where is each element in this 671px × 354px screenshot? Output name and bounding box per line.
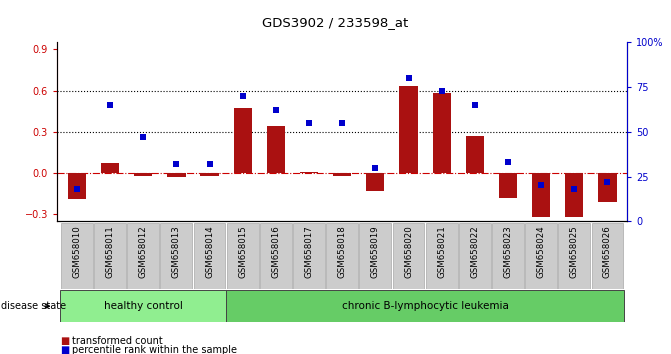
Text: percentile rank within the sample: percentile rank within the sample xyxy=(72,345,237,354)
Bar xyxy=(360,223,391,289)
Text: chronic B-lymphocytic leukemia: chronic B-lymphocytic leukemia xyxy=(342,301,509,311)
Bar xyxy=(459,223,491,289)
Text: GSM658023: GSM658023 xyxy=(503,225,513,278)
Bar xyxy=(267,126,285,173)
Text: GSM658025: GSM658025 xyxy=(570,225,579,278)
Bar xyxy=(433,93,451,173)
Bar xyxy=(61,223,93,289)
Bar xyxy=(300,172,318,173)
Text: GSM658010: GSM658010 xyxy=(72,225,81,278)
Bar xyxy=(201,173,219,176)
Text: GSM658014: GSM658014 xyxy=(205,225,214,278)
Point xyxy=(238,93,248,99)
Text: GSM658013: GSM658013 xyxy=(172,225,181,278)
Text: GSM658016: GSM658016 xyxy=(271,225,280,278)
Bar xyxy=(333,173,352,176)
Point xyxy=(270,108,281,113)
Text: GDS3902 / 233598_at: GDS3902 / 233598_at xyxy=(262,16,409,29)
Bar xyxy=(293,223,325,289)
Bar xyxy=(326,223,358,289)
Bar xyxy=(492,223,524,289)
Point xyxy=(138,135,148,140)
Text: GSM658011: GSM658011 xyxy=(105,225,115,278)
Point xyxy=(470,102,480,108)
Text: GSM658020: GSM658020 xyxy=(404,225,413,278)
Bar xyxy=(426,223,458,289)
Bar xyxy=(134,173,152,176)
Bar xyxy=(466,136,484,173)
Bar xyxy=(167,173,185,177)
Text: GSM658024: GSM658024 xyxy=(537,225,546,278)
Bar xyxy=(599,173,617,202)
Text: ■: ■ xyxy=(60,345,70,354)
Point xyxy=(536,183,547,188)
Bar xyxy=(60,290,226,322)
Bar xyxy=(592,223,623,289)
Bar xyxy=(160,223,193,289)
Bar xyxy=(260,223,292,289)
Text: GSM658017: GSM658017 xyxy=(305,225,313,278)
Point xyxy=(204,161,215,167)
Bar xyxy=(227,223,258,289)
Bar xyxy=(393,223,425,289)
Point xyxy=(304,120,315,126)
Bar xyxy=(234,108,252,173)
Text: GSM658012: GSM658012 xyxy=(139,225,148,278)
Bar xyxy=(226,290,624,322)
Text: ■: ■ xyxy=(60,336,70,346)
Text: transformed count: transformed count xyxy=(72,336,162,346)
Text: GSM658015: GSM658015 xyxy=(238,225,247,278)
Point xyxy=(72,186,83,192)
Bar xyxy=(399,86,417,173)
Bar xyxy=(68,173,86,199)
Bar xyxy=(499,173,517,198)
Text: disease state: disease state xyxy=(1,301,66,311)
Text: GSM658026: GSM658026 xyxy=(603,225,612,278)
Bar xyxy=(101,164,119,173)
Bar xyxy=(94,223,126,289)
Point xyxy=(602,179,613,185)
Text: GSM658022: GSM658022 xyxy=(470,225,479,278)
Bar xyxy=(565,173,584,217)
Point xyxy=(503,159,513,165)
Bar xyxy=(525,223,557,289)
Bar xyxy=(558,223,590,289)
Bar xyxy=(194,223,225,289)
Point xyxy=(337,120,348,126)
Bar xyxy=(127,223,159,289)
Point xyxy=(569,186,580,192)
Text: healthy control: healthy control xyxy=(104,301,183,311)
Text: GSM658019: GSM658019 xyxy=(371,225,380,278)
Point xyxy=(171,161,182,167)
Text: GSM658021: GSM658021 xyxy=(437,225,446,278)
Point xyxy=(370,165,380,171)
Text: GSM658018: GSM658018 xyxy=(338,225,347,278)
Point xyxy=(436,88,447,93)
Bar xyxy=(532,173,550,217)
Bar xyxy=(366,173,384,191)
Point xyxy=(105,102,115,108)
Point xyxy=(403,75,414,81)
